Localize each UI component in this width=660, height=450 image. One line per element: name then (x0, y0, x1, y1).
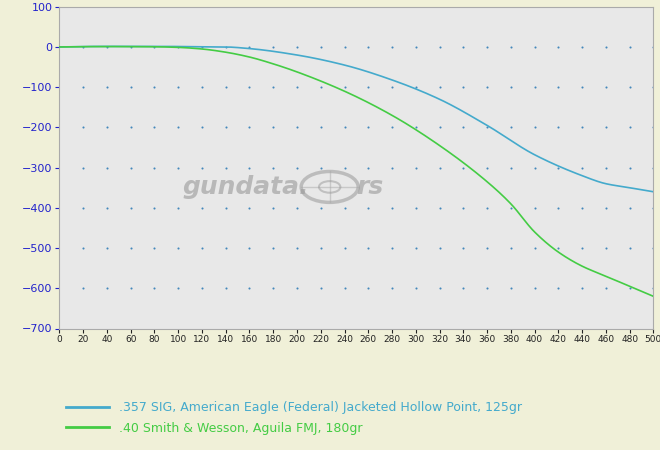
Text: gundata.: gundata. (182, 175, 309, 199)
Text: rs: rs (356, 175, 383, 199)
Legend: .357 SIG, American Eagle (Federal) Jacketed Hollow Point, 125gr, .40 Smith & Wes: .357 SIG, American Eagle (Federal) Jacke… (65, 401, 523, 435)
